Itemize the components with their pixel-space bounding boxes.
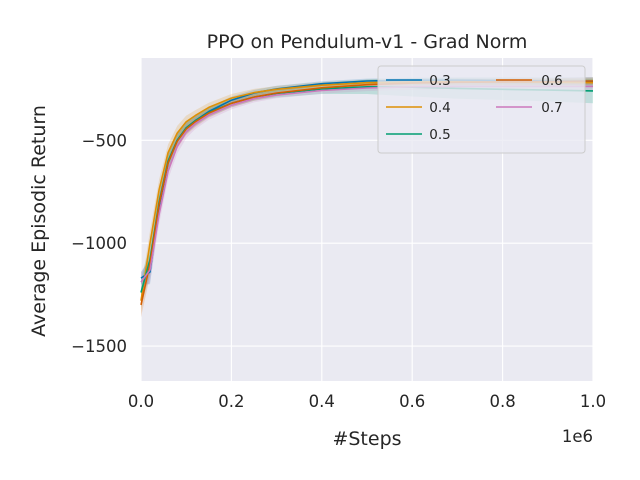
legend-label: 0.3 <box>429 73 450 89</box>
legend: 0.3 0.4 0.5 0.6 0.7 <box>377 65 586 154</box>
x-tick-label: 1.0 <box>580 392 606 411</box>
x-tick-label: 0.8 <box>489 392 515 411</box>
y-axis-label: Average Episodic Return <box>28 105 50 337</box>
y-tick-label: −500 <box>82 131 127 150</box>
x-tick-label: 0.4 <box>309 392 335 411</box>
legend-label: 0.5 <box>429 127 450 143</box>
x-tick-label: 0.6 <box>399 392 425 411</box>
tick-labels: 0.0 0.2 0.4 0.6 0.8 1.0 −1500 −1000 −500 <box>71 131 606 411</box>
x-offset-label: 1e6 <box>562 427 593 446</box>
legend-label: 0.4 <box>429 100 450 116</box>
legend-label: 0.6 <box>541 73 562 89</box>
y-tick-label: −1500 <box>71 337 127 356</box>
x-tick-label: 0.0 <box>128 392 154 411</box>
x-tick-label: 0.2 <box>218 392 244 411</box>
legend-box <box>377 65 586 154</box>
x-axis-label: #Steps <box>332 428 401 450</box>
legend-label: 0.7 <box>541 100 562 116</box>
chart-title: PPO on Pendulum-v1 - Grad Norm <box>207 31 528 53</box>
y-tick-label: −1000 <box>71 234 127 253</box>
